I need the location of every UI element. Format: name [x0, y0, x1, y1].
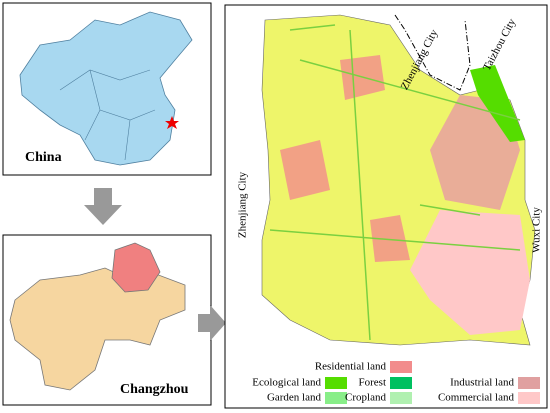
- legend-swatch: [390, 361, 412, 373]
- green-corridors: [269, 24, 521, 341]
- legend-swatch: [518, 377, 540, 389]
- city-label: Wuxi City: [531, 207, 543, 253]
- legend-label: Commercial land: [438, 392, 515, 404]
- arrow-right: [198, 305, 226, 341]
- ecological-zone: [470, 65, 525, 142]
- china-map: [19, 11, 193, 166]
- legend-label: Residential land: [315, 361, 387, 373]
- legend-swatch: [518, 392, 540, 404]
- legend-label: Forest: [359, 377, 387, 389]
- arrow-down: [84, 188, 122, 225]
- residential-zones: [280, 55, 410, 262]
- commercial-zone: [410, 210, 530, 335]
- city-label: Zhenjiang City: [237, 171, 249, 238]
- legend-swatch: [390, 392, 412, 404]
- changzhou-label: Changzhou: [120, 382, 189, 397]
- industrial-zone: [430, 95, 520, 210]
- boundary: [394, 14, 471, 91]
- legend-label: Ecological land: [252, 377, 321, 389]
- study-area-highlight: [111, 242, 161, 293]
- location-star: [165, 116, 179, 129]
- legend-swatch: [390, 377, 412, 389]
- changzhou-map: [9, 267, 186, 391]
- legend-label: Garden land: [267, 392, 322, 404]
- legend-swatch: [325, 377, 347, 389]
- legend-label: Industrial land: [450, 377, 514, 389]
- legend: Residential land Ecological land Forest Ind…: [252, 361, 540, 404]
- legend-label: Cropland: [345, 392, 386, 404]
- legend-swatch: [325, 392, 347, 404]
- province-lines: [59, 69, 156, 161]
- china-label: China: [25, 150, 62, 165]
